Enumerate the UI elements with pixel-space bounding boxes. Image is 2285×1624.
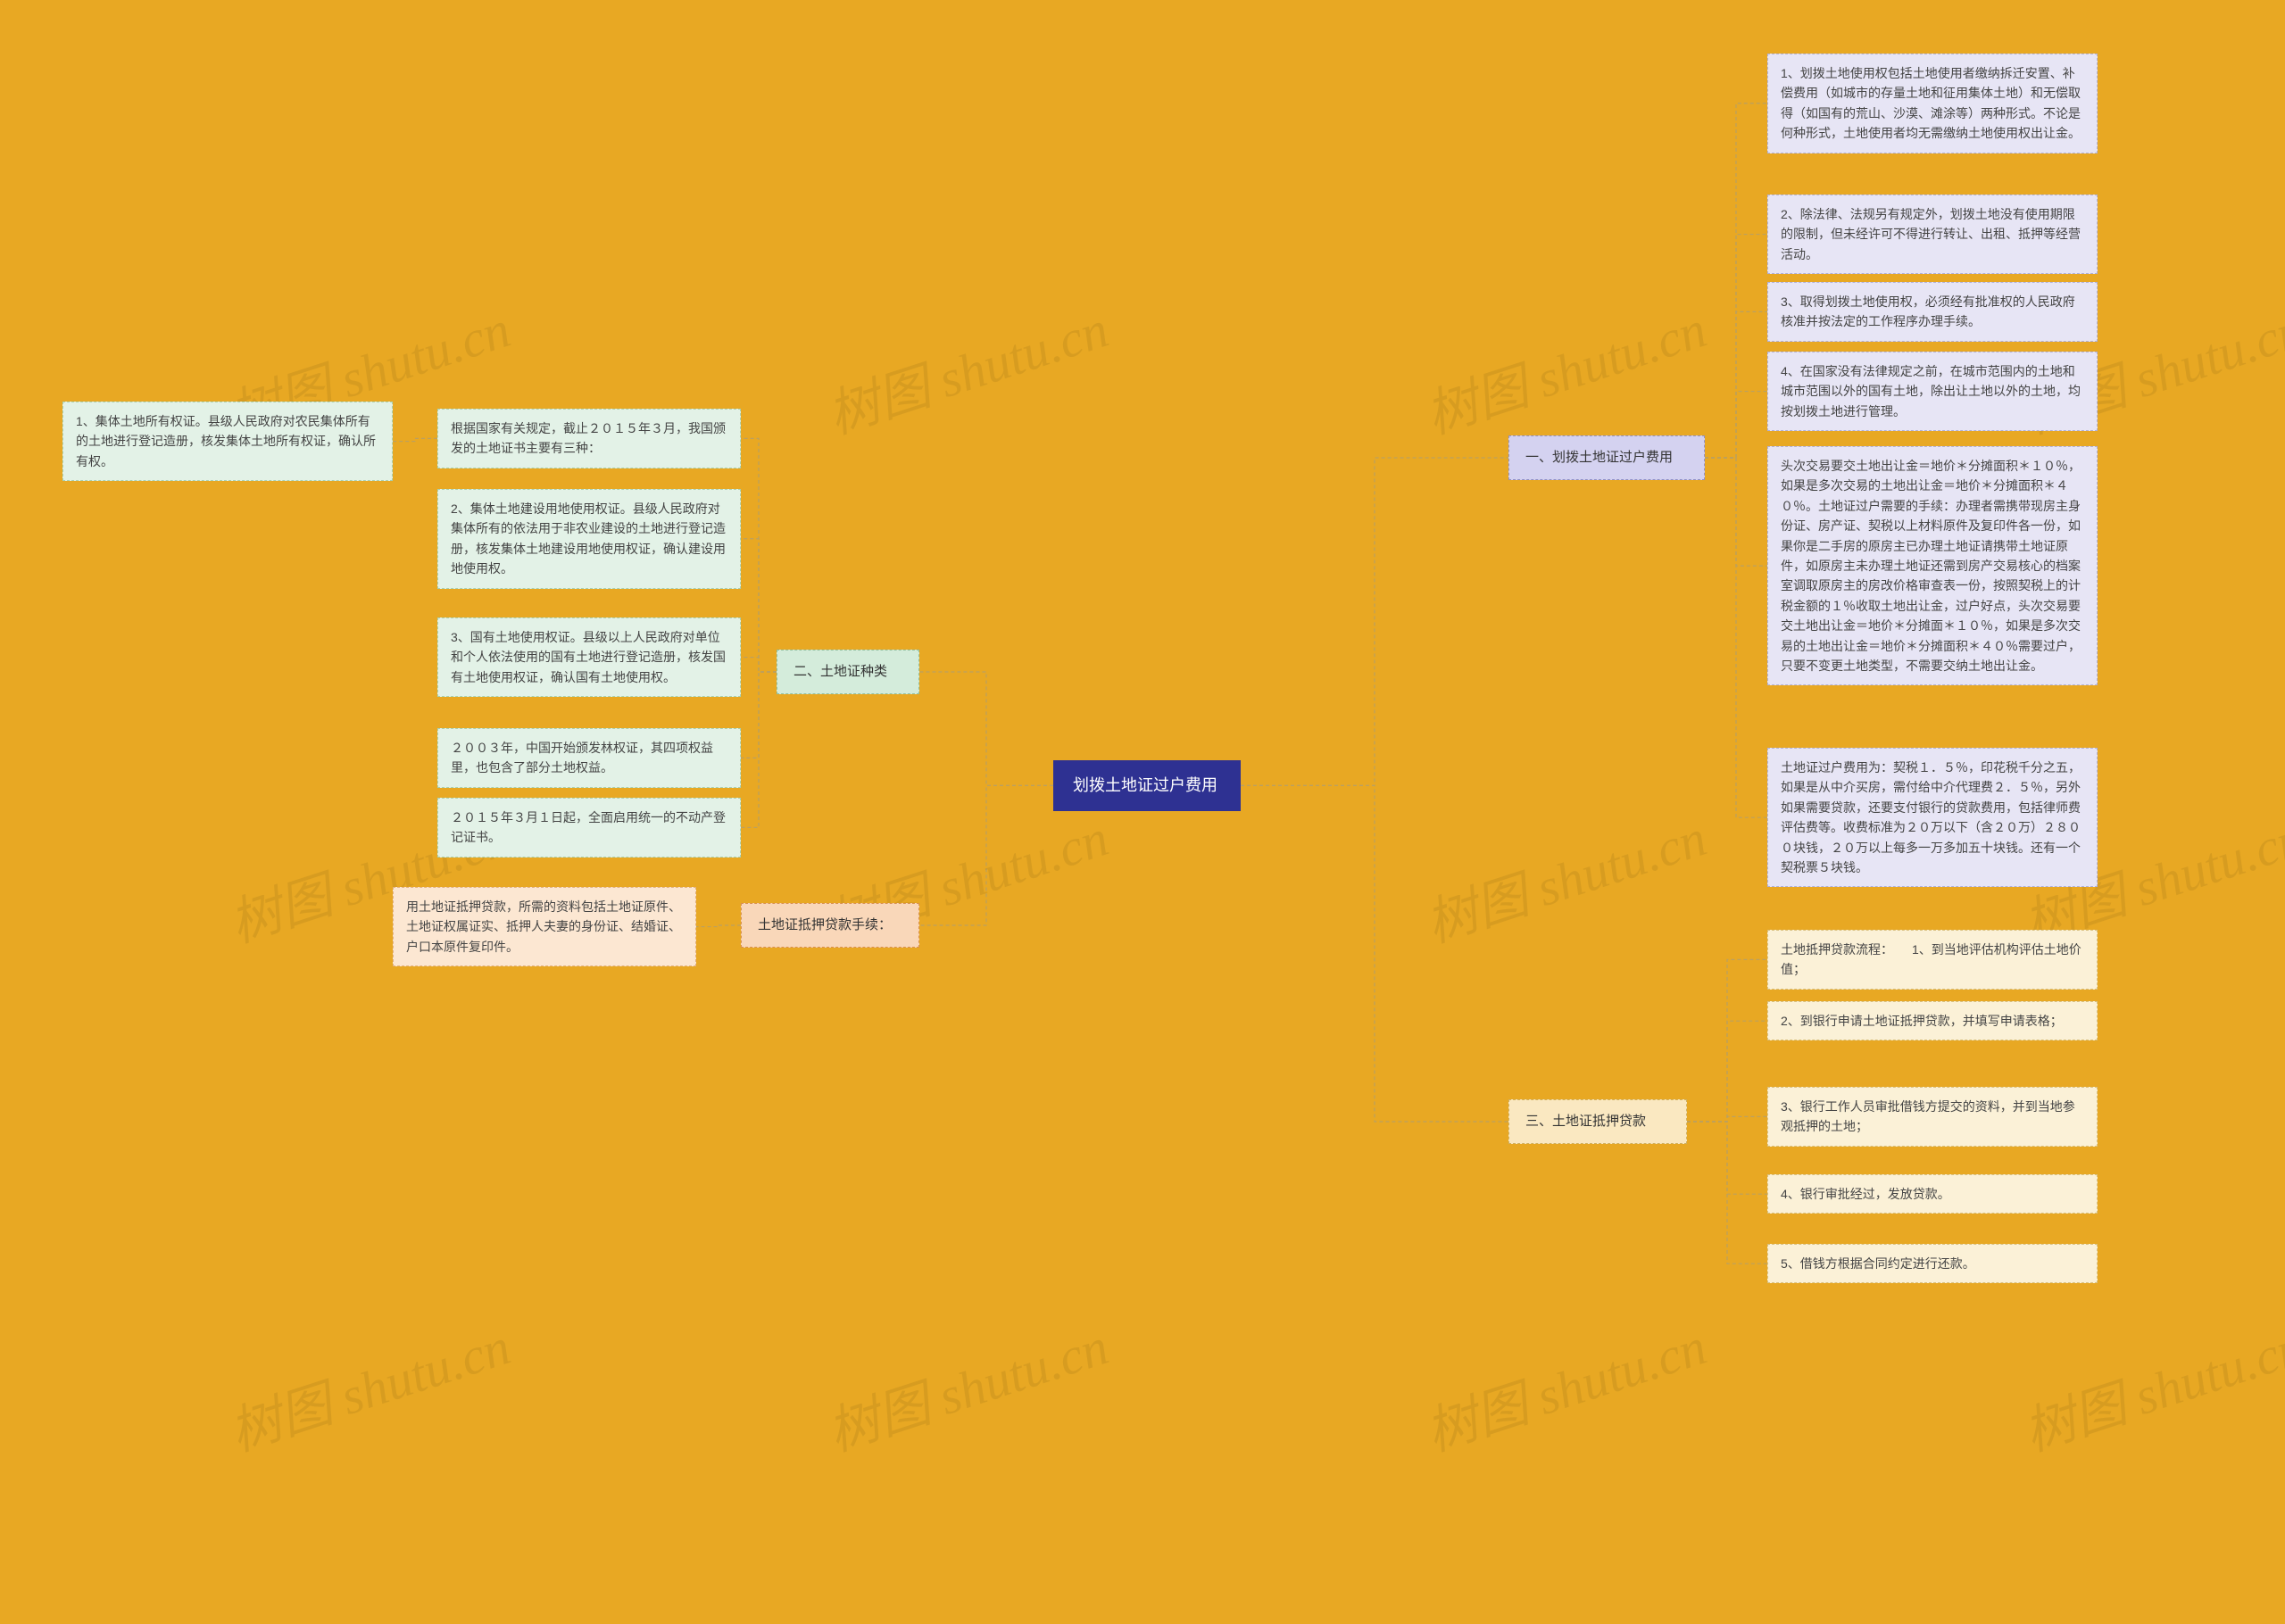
branch-1-item-6: 土地证过户费用为：契税１．５％，印花税千分之五，如果是从中介买房，需付给中介代理… [1767,748,2098,887]
branch-2-item-2: 2、集体土地建设用地使用权证。县级人民政府对集体所有的依法用于非农业建设的土地进… [437,489,741,589]
branch-2-item-4: ２００３年，中国开始颁发林权证，其四项权益里，也包含了部分土地权益。 [437,728,741,788]
branch-3-item-1: 用土地证抵押贷款，所需的资料包括土地证原件、土地证权属证实、抵押人夫妻的身份证、… [393,887,696,966]
branch-1-item-1: 1、划拨土地使用权包括土地使用者缴纳拆迁安置、补偿费用（如城市的存量土地和征用集… [1767,54,2098,153]
branch-1-item-3: 3、取得划拨土地使用权，必须经有批准权的人民政府核准并按法定的工作程序办理手续。 [1767,282,2098,342]
branch-2-item-5: ２０１５年３月１日起，全面启用统一的不动产登记证书。 [437,798,741,858]
branch-2-item-1-sub: 1、集体土地所有权证。县级人民政府对农民集体所有的土地进行登记造册，核发集体土地… [62,402,393,481]
branch-1-item-2: 2、除法律、法规另有规定外，划拨土地没有使用期限的限制，但未经许可不得进行转让、… [1767,195,2098,274]
root-node: 划拨土地证过户费用 [1053,760,1241,811]
branch-1: 一、划拨土地证过户费用 [1508,435,1705,480]
branch-1-item-5: 头次交易要交土地出让金＝地价＊分摊面积＊１０％，如果是多次交易的土地出让金＝地价… [1767,446,2098,685]
branch-2: 二、土地证种类 [777,650,919,694]
branch-4-item-3: 3、银行工作人员审批借钱方提交的资料，并到当地参观抵押的土地； [1767,1087,2098,1147]
branch-4-item-5: 5、借钱方根据合同约定进行还款。 [1767,1244,2098,1283]
branch-4-item-4: 4、银行审批经过，发放贷款。 [1767,1174,2098,1214]
branch-4-item-2: 2、到银行申请土地证抵押贷款，并填写申请表格； [1767,1001,2098,1040]
branch-2-item-3: 3、国有土地使用权证。县级以上人民政府对单位和个人依法使用的国有土地进行登记造册… [437,617,741,697]
branch-3: 土地证抵押贷款手续： [741,903,919,948]
branch-1-item-4: 4、在国家没有法律规定之前，在城市范围内的土地和城市范围以外的国有土地，除出让土… [1767,352,2098,431]
branch-4: 三、土地证抵押贷款 [1508,1099,1687,1144]
branch-2-item-1: 根据国家有关规定，截止２０１５年３月，我国颁发的土地证书主要有三种： [437,409,741,468]
branch-4-item-1: 土地抵押贷款流程： 1、到当地评估机构评估土地价值； [1767,930,2098,990]
